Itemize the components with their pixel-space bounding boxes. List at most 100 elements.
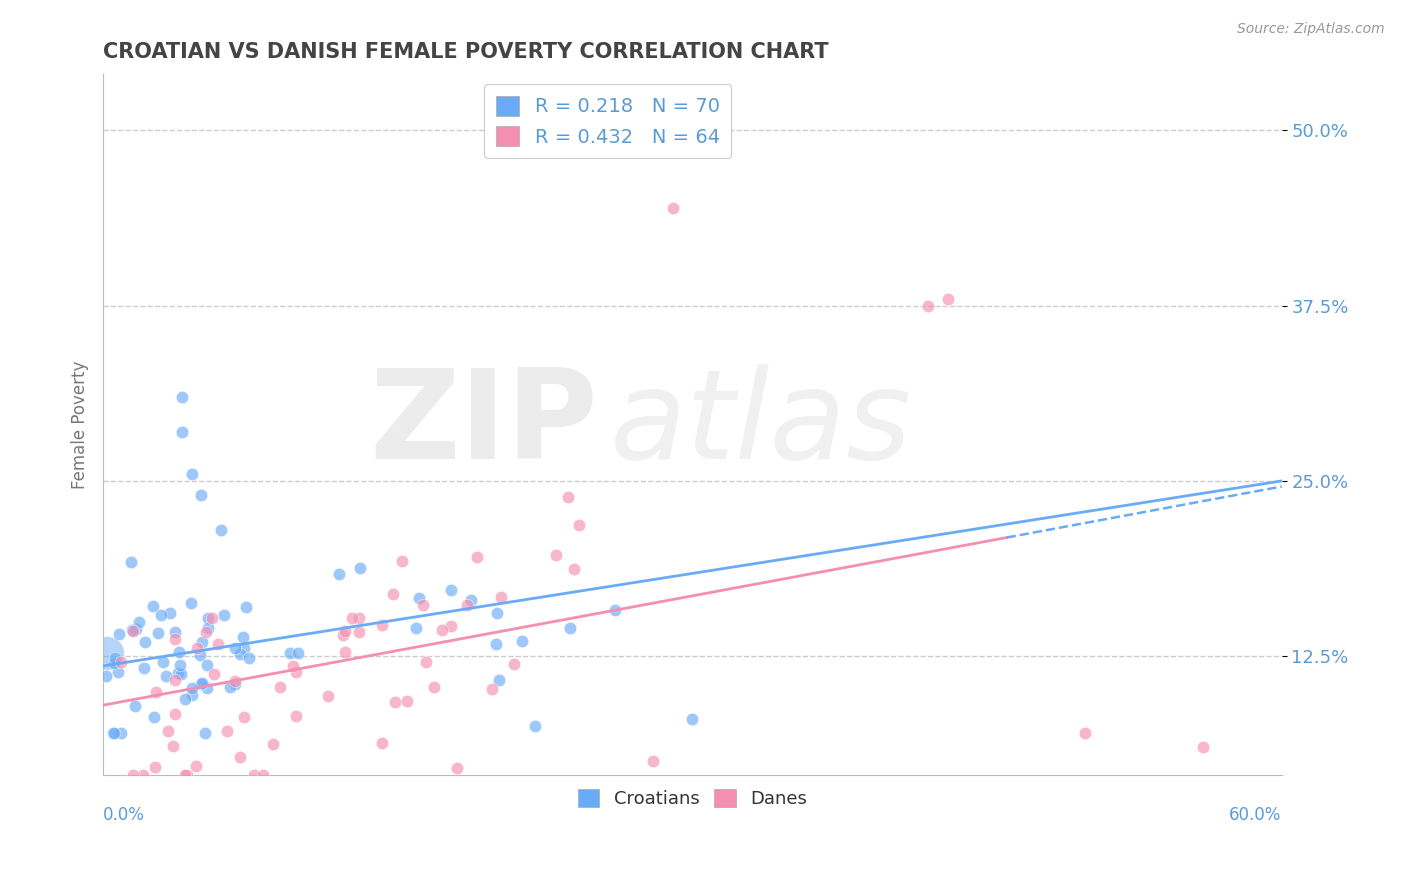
Text: atlas: atlas [610,364,912,485]
Text: 0.0%: 0.0% [103,806,145,824]
Point [224,677,246,691]
Point [467,550,489,565]
Point [217,723,239,738]
Point [156,723,179,738]
Point [191,676,214,690]
Point [489,590,512,604]
Text: 60.0%: 60.0% [1229,806,1282,824]
Point [143,760,166,774]
Point [152,655,174,669]
Point [430,623,453,637]
Point [159,606,181,620]
Point [124,699,146,714]
Point [190,677,212,691]
Point [544,548,567,562]
Point [917,299,939,313]
Point [423,680,446,694]
Point [181,688,204,702]
Point [224,674,246,689]
Point [235,600,257,615]
Point [190,634,212,648]
Point [262,737,284,751]
Point [347,610,370,624]
Point [134,635,156,649]
Point [643,754,665,768]
Point [110,726,132,740]
Point [405,621,427,635]
Point [481,682,503,697]
Point [170,390,193,404]
Point [936,292,959,306]
Point [562,562,585,576]
Point [103,726,125,740]
Point [488,673,510,688]
Point [408,591,430,605]
Point [150,608,173,623]
Point [170,667,193,681]
Point [281,659,304,673]
Point [146,626,169,640]
Point [184,758,207,772]
Point [174,768,197,782]
Point [460,593,482,607]
Point [333,645,356,659]
Point [166,665,188,680]
Point [204,667,226,681]
Point [252,768,274,782]
Point [195,681,218,696]
Point [371,736,394,750]
Point [104,651,127,665]
Point [284,665,307,680]
Point [662,201,685,215]
Point [134,661,156,675]
Point [1074,726,1097,740]
Point [110,655,132,669]
Point [558,622,581,636]
Point [370,617,392,632]
Point [176,768,198,782]
Point [510,633,533,648]
Point [232,630,254,644]
Point [96,646,118,660]
Point [107,626,129,640]
Point [103,656,125,670]
Point [340,610,363,624]
Point [132,768,155,782]
Point [207,637,229,651]
Point [218,680,240,694]
Point [524,719,547,733]
Point [232,710,254,724]
Point [162,739,184,753]
Point [349,561,371,575]
Point [174,692,197,706]
Point [382,587,405,601]
Point [681,712,703,726]
Point [212,608,235,623]
Point [415,655,437,669]
Point [446,761,468,775]
Point [188,648,211,663]
Point [485,607,508,621]
Point [568,518,591,533]
Point [121,623,143,637]
Point [349,625,371,640]
Point [165,706,187,721]
Point [197,621,219,635]
Point [287,646,309,660]
Point [242,768,264,782]
Point [229,750,252,764]
Point [155,669,177,683]
Text: CROATIAN VS DANISH FEMALE POVERTY CORRELATION CHART: CROATIAN VS DANISH FEMALE POVERTY CORREL… [103,42,828,62]
Legend: Croatians, Danes: Croatians, Danes [571,781,814,815]
Text: Source: ZipAtlas.com: Source: ZipAtlas.com [1237,22,1385,37]
Point [396,694,419,708]
Point [229,647,252,661]
Point [142,599,165,613]
Point [209,523,232,537]
Point [224,640,246,655]
Point [557,490,579,504]
Point [128,615,150,630]
Point [107,665,129,679]
Point [332,628,354,642]
Point [180,681,202,696]
